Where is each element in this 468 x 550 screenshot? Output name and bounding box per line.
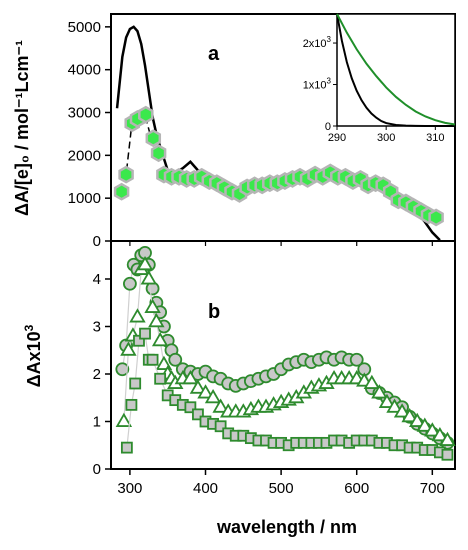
x-tick-label: 300 [117, 480, 142, 497]
x-tick-label: 700 [420, 480, 445, 497]
panel-b-square-marker [129, 377, 142, 390]
inset-x-tick-label: 310 [426, 132, 444, 144]
panel-b-triangle-marker [120, 341, 137, 356]
panel-b-circle-marker [349, 352, 364, 367]
panel-a-y-tick-label: 0 [93, 233, 101, 250]
panel-b-square-marker [139, 327, 151, 340]
panel-a-y-tick-label: 2000 [68, 147, 101, 164]
panel-b-triangle-marker [136, 255, 154, 271]
panel-b-y-tick-label: 3 [93, 319, 101, 336]
panel-a-label: a [208, 43, 220, 65]
panel-b-frame [110, 240, 456, 470]
panel-b: 0 1 2 3 4 300 400 500 600 700 b [93, 240, 456, 497]
inset-frame [336, 13, 456, 127]
panel-b-triangle-marker [197, 384, 214, 399]
panel-b-triangle-marker [416, 417, 433, 432]
inset-axes: 290 300 310 0 1x103 2x103 [303, 35, 445, 144]
panel-b-plot-area [115, 245, 456, 461]
panel-b-triangle-marker [431, 426, 449, 442]
panel-a-hexagon-marker [150, 144, 167, 163]
panel-a-hexagon-marker [113, 182, 130, 201]
panel-b-triangle-marker [393, 403, 411, 418]
panel-a-hexagon-marker [118, 165, 134, 184]
panel-a-y-axis: 0 1000 2000 3000 4000 5000 [68, 19, 111, 250]
panel-b-square-marker [184, 401, 197, 414]
panel-b-y-axis-title: ΔAx103 [22, 324, 44, 387]
panel-b-triangle-marker [424, 422, 441, 437]
panel-a-y-tick-label: 1000 [68, 190, 101, 207]
panel-b-triangle-marker [204, 388, 222, 404]
panel-b-triangle-marker [144, 298, 161, 313]
panel-b-triangle-marker [140, 270, 158, 285]
x-tick-label: 400 [193, 480, 218, 497]
panel-b-circle-marker [123, 276, 137, 291]
panel-b-circle-marker [168, 352, 183, 367]
panel-a-plot-area [113, 25, 444, 242]
panel-a-y-tick-label: 4000 [68, 62, 101, 79]
panel-b-triangle-marker [182, 369, 199, 385]
x-axis-title: wavelength / nm [216, 517, 357, 537]
panel-a-y-tick-label: 5000 [68, 19, 101, 36]
panel-b-square-marker [192, 408, 204, 421]
panel-b-y-tick-label: 2 [93, 366, 101, 383]
inset-y-tick-label: 0 [325, 121, 331, 133]
panel-b-square-marker [214, 420, 227, 433]
panel-b-y-tick-label: 0 [93, 461, 101, 478]
x-axis: 300 400 500 600 700 [117, 241, 445, 497]
panel-b-square-marker [120, 441, 133, 454]
panel-b-triangle-marker [129, 308, 146, 323]
panel-b-square-marker [441, 448, 454, 461]
inset-series-line [336, 13, 456, 126]
panel-b-label: b [208, 301, 220, 323]
panel-a-hexagon-marker [145, 129, 162, 148]
inset-y-tick-label: 2x103 [303, 35, 332, 50]
panel-a-hexagon-marker [138, 105, 154, 124]
panel-b-triangle-marker [401, 407, 418, 423]
x-tick-label: 600 [344, 480, 369, 497]
panel-b-triangle-marker [363, 374, 381, 389]
panel-b-triangle-marker [439, 431, 456, 446]
panel-b-triangle-marker [151, 331, 169, 347]
panel-b-triangle-marker [212, 398, 229, 413]
panel-b-y-axis-title-exponent: 3 [22, 324, 36, 331]
panel-b-y-axis-title-main: ΔAx10 [24, 331, 44, 387]
inset-x-tick-label: 300 [377, 132, 395, 144]
panel-b-triangle-marker [386, 398, 403, 413]
panel-b-triangle-marker [189, 379, 207, 394]
panel-b-y-axis: 0 1 2 3 4 [93, 271, 111, 478]
x-tick-label: 500 [269, 480, 294, 497]
panel-a-hexagon-marker [428, 208, 444, 227]
inset-x-tick-label: 290 [328, 132, 346, 144]
panel-a-y-axis-title: ΔA/[e]₀ / mol⁻¹Lcm⁻¹ [12, 40, 32, 216]
panel-b-triangle-marker [371, 384, 388, 399]
panel-b-triangle-marker [148, 312, 165, 328]
panel-b-triangle-marker [378, 393, 396, 408]
panel-b-circle-marker [115, 362, 130, 377]
panel-a-y-tick-label: 3000 [68, 105, 101, 122]
panel-a-inset: 290 300 310 0 1x103 2x103 [303, 13, 456, 144]
inset-y-tick-label: 1x103 [303, 77, 332, 92]
inset-series-line [336, 13, 455, 127]
panel-b-square-marker [133, 334, 145, 347]
panel-b-square-marker [125, 398, 138, 411]
panel-b-square-marker [146, 353, 159, 366]
panel-b-triangle-marker [408, 412, 426, 427]
panel-b-y-tick-label: 4 [93, 271, 101, 288]
panel-b-y-tick-label: 1 [93, 414, 101, 431]
panel-b-square-marker [154, 372, 167, 385]
inset-plot-area [336, 13, 456, 127]
panel-b-triangle-marker [115, 412, 133, 427]
